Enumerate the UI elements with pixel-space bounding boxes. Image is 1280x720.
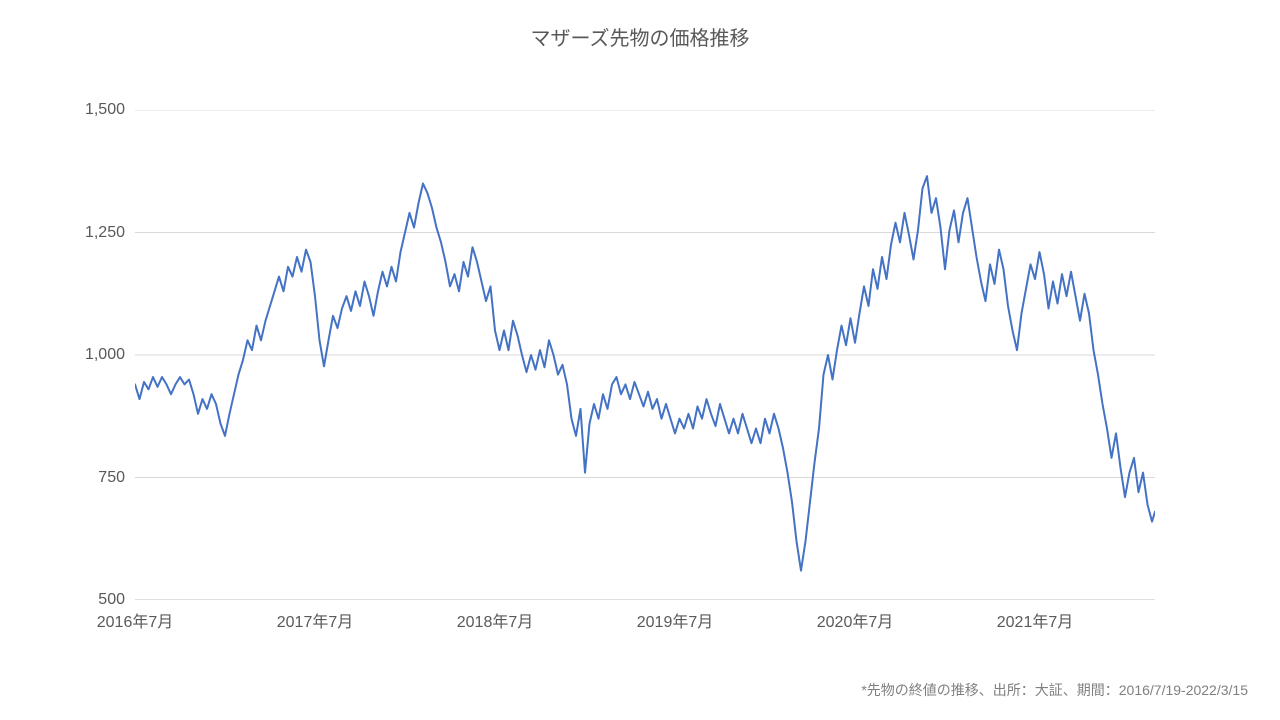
chart-footnote: *先物の終値の推移、出所：大証、期間：2016/7/19-2022/3/15 [861, 680, 1248, 700]
price-line-series [135, 176, 1155, 570]
y-tick-label: 1,500 [65, 101, 125, 119]
y-tick-label: 1,000 [65, 346, 125, 364]
y-tick-label: 500 [65, 591, 125, 609]
x-tick-label: 2016年7月 [97, 608, 174, 632]
x-tick-label: 2018年7月 [457, 608, 534, 632]
x-tick-label: 2020年7月 [817, 608, 894, 632]
y-tick-label: 750 [65, 469, 125, 487]
chart-container: マザーズ先物の価格推移 500 750 1,000 1,250 1,500 20… [0, 0, 1280, 720]
x-tick-label: 2017年7月 [277, 608, 354, 632]
x-tick-label: 2021年7月 [997, 608, 1074, 632]
gridlines [135, 110, 1155, 600]
y-tick-label: 1,250 [65, 224, 125, 242]
plot-area [135, 110, 1155, 600]
chart-title: マザーズ先物の価格推移 [0, 22, 1280, 51]
x-tick-label: 2019年7月 [637, 608, 714, 632]
